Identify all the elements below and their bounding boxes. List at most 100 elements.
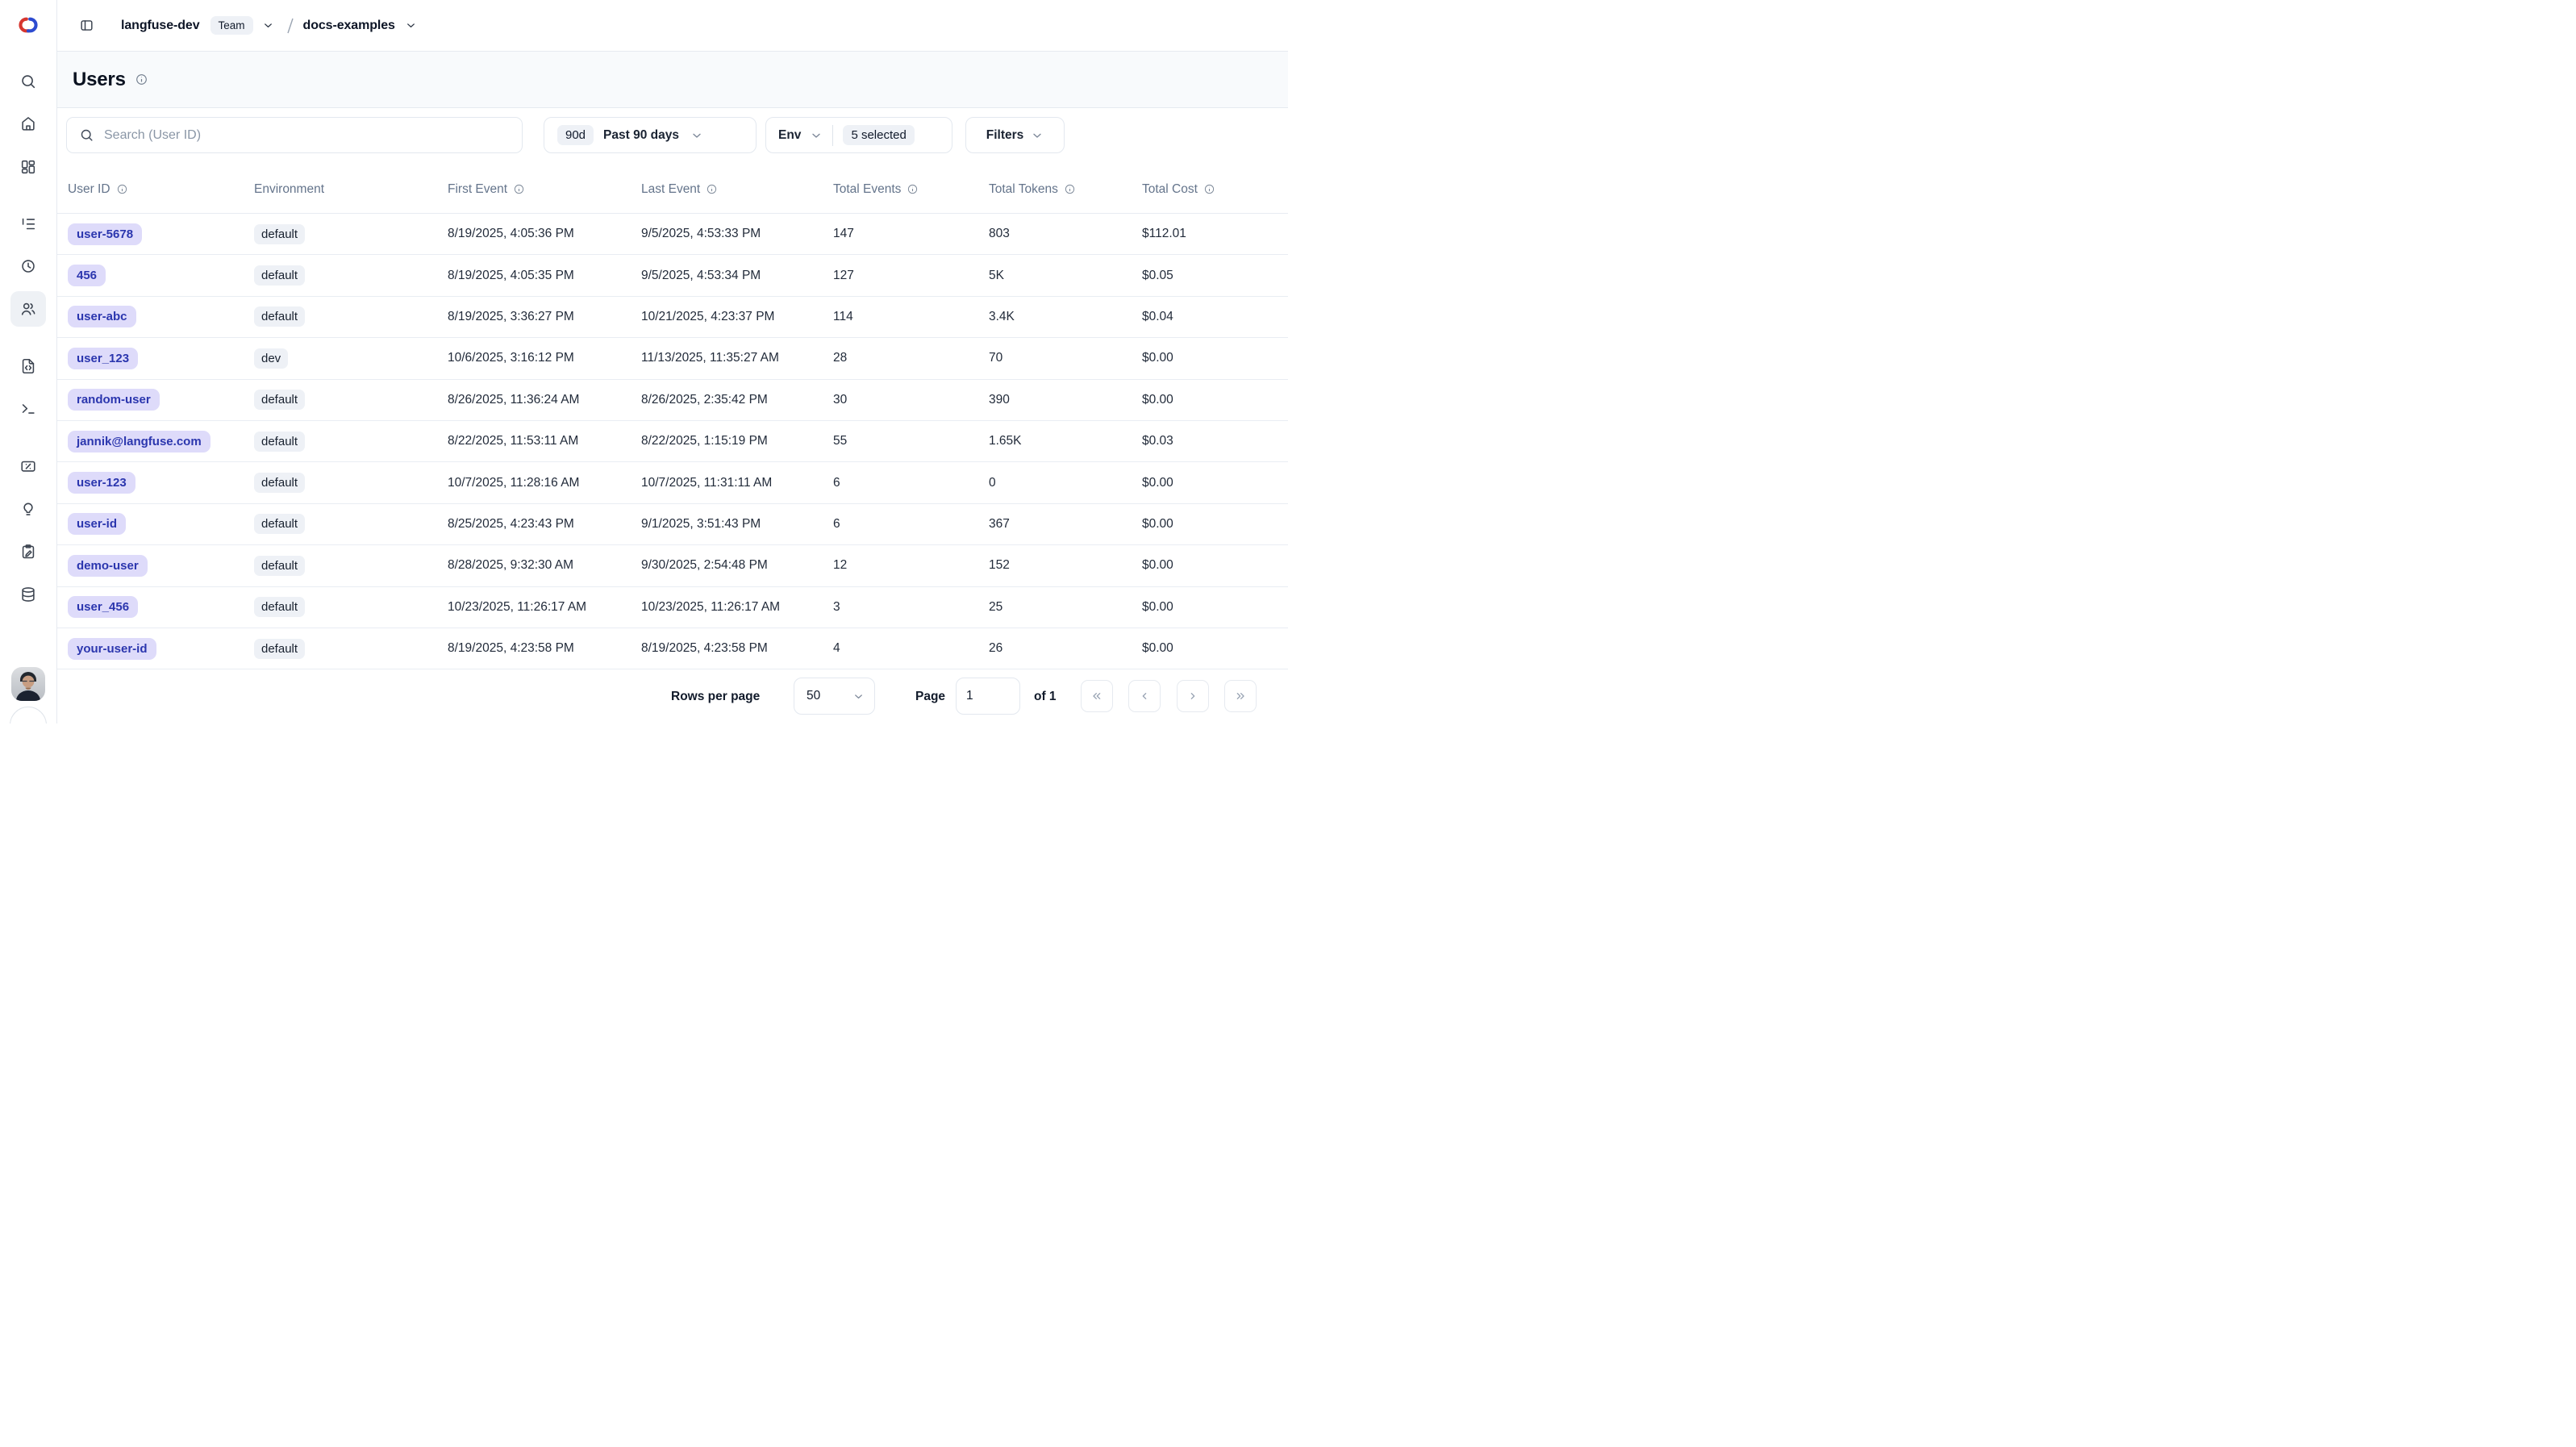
total-events-cell: 114 — [833, 309, 853, 323]
total-tokens-cell: 1.65K — [989, 434, 1022, 448]
double-chevron-left-icon — [1093, 693, 1101, 699]
env-label: Env — [778, 127, 802, 142]
table-row[interactable]: user-id default 8/25/2025, 4:23:43 PM 9/1/2… — [57, 504, 1288, 546]
user-id-badge[interactable]: your-user-id — [68, 637, 156, 660]
column-header-last-event[interactable]: Last Event — [641, 182, 833, 197]
first-page-button[interactable] — [1081, 680, 1113, 712]
next-page-button[interactable] — [1177, 680, 1209, 712]
user-avatar[interactable] — [11, 667, 45, 701]
sidebar-item-home[interactable] — [10, 106, 46, 141]
info-icon[interactable] — [907, 183, 919, 195]
previous-page-button[interactable] — [1128, 680, 1161, 712]
org-name[interactable]: langfuse-dev — [121, 18, 200, 32]
rows-per-page-value: 50 — [807, 689, 821, 703]
user-id-badge[interactable]: random-user — [68, 389, 160, 411]
column-header-label: User ID — [68, 181, 110, 196]
org-plan-badge: Team — [210, 16, 253, 35]
total-events-cell: 12 — [833, 558, 848, 573]
table-row[interactable]: 456 default 8/19/2025, 4:05:35 PM 9/5/2025,… — [57, 255, 1288, 297]
user-id-badge[interactable]: demo-user — [68, 554, 148, 577]
table-row[interactable]: demo-user default 8/28/2025, 9:32:30 AM 9/3… — [57, 545, 1288, 587]
sidebar-item-prompts-file-code[interactable] — [10, 348, 46, 384]
total-tokens-cell: 367 — [989, 516, 1010, 531]
sidebar-item-users[interactable] — [10, 291, 46, 327]
user-id-badge[interactable]: user-id — [68, 513, 127, 536]
page-label: Page — [915, 689, 946, 703]
total-events-cell: 4 — [833, 641, 840, 656]
last-page-button[interactable] — [1224, 680, 1257, 712]
user-id-badge[interactable]: user_123 — [68, 347, 139, 369]
table-body: user-5678 default 8/19/2025, 4:05:36 PM 9/5… — [57, 214, 1288, 670]
info-icon[interactable] — [1203, 183, 1215, 195]
last-event-cell: 9/30/2025, 2:54:48 PM — [641, 558, 768, 573]
column-header-user-id[interactable]: User ID — [68, 182, 254, 197]
table-row[interactable]: user_456 default 10/23/2025, 11:26:17 AM 10… — [57, 587, 1288, 628]
total-tokens-cell: 3.4K — [989, 309, 1015, 323]
project-name[interactable]: docs-examples — [302, 18, 395, 32]
table-row[interactable]: user-abc default 8/19/2025, 3:36:27 PM 10/2… — [57, 297, 1288, 339]
sidebar-item-datasets-database[interactable] — [10, 577, 46, 612]
table-header-row: User ID Environment First Event Last Event T… — [57, 165, 1288, 214]
sidebar-item-evaluation-card[interactable] — [10, 448, 46, 484]
sidebar-item-playground-terminal[interactable] — [10, 391, 46, 427]
column-header-label: Total Tokens — [989, 181, 1058, 196]
column-header-total-tokens[interactable]: Total Tokens — [989, 182, 1142, 197]
total-events-cell: 147 — [833, 227, 854, 241]
info-icon[interactable] — [116, 183, 128, 195]
total-tokens-cell: 25 — [989, 599, 1003, 614]
environment-badge: default — [254, 638, 306, 659]
sidebar-toggle-icon[interactable] — [73, 13, 99, 39]
last-event-cell: 9/5/2025, 4:53:33 PM — [641, 227, 761, 241]
user-id-badge[interactable]: user-123 — [68, 472, 135, 494]
dashboard-icon — [21, 160, 35, 174]
first-event-cell: 8/19/2025, 3:36:27 PM — [448, 309, 574, 323]
sidebar-item-tracing-tree[interactable] — [10, 206, 46, 242]
info-icon[interactable] — [513, 183, 525, 195]
table-row[interactable]: user_123 dev 10/6/2025, 3:16:12 PM 11/13/20… — [57, 338, 1288, 380]
total-cost-cell: $0.00 — [1142, 599, 1173, 614]
table-row[interactable]: jannik@langfuse.com default 8/22/2025, 11:… — [57, 421, 1288, 463]
table-row[interactable]: user-5678 default 8/19/2025, 4:05:36 PM 9/5… — [57, 214, 1288, 256]
total-events-cell: 30 — [833, 392, 848, 407]
environment-badge: default — [254, 473, 306, 494]
support-bubble[interactable] — [10, 707, 47, 724]
annotation-clipboard-icon — [22, 544, 35, 559]
user-id-badge[interactable]: user-abc — [68, 306, 136, 328]
sidebar-item-sessions-clock[interactable] — [10, 248, 46, 284]
column-header-total-cost[interactable]: Total Cost — [1142, 182, 1288, 197]
filters-button[interactable]: Filters — [965, 117, 1065, 153]
table-row[interactable]: random-user default 8/26/2025, 11:36:24 AM… — [57, 380, 1288, 421]
total-tokens-cell: 70 — [989, 351, 1003, 365]
project-switcher-chevron-icon[interactable] — [402, 17, 420, 35]
total-cost-cell: $0.00 — [1142, 351, 1173, 365]
tracing-tree-icon — [22, 218, 35, 230]
langfuse-logo-icon — [18, 15, 39, 35]
user-id-badge[interactable]: 456 — [68, 265, 106, 287]
page-number-input[interactable] — [956, 678, 1020, 715]
org-switcher-chevron-icon[interactable] — [260, 17, 277, 35]
date-range-button[interactable]: 90d Past 90 days — [544, 117, 757, 153]
user-id-badge[interactable]: user_456 — [68, 596, 139, 619]
column-header-first-event[interactable]: First Event — [448, 182, 641, 197]
env-filter-button[interactable]: Env 5 selected — [765, 117, 952, 153]
rows-per-page-select[interactable]: 50 — [794, 678, 875, 715]
info-icon[interactable] — [1064, 183, 1076, 195]
user-id-badge[interactable]: jannik@langfuse.com — [68, 430, 210, 452]
sidebar-item-lightbulb[interactable] — [10, 491, 46, 527]
sidebar-item-dashboard[interactable] — [10, 149, 46, 185]
search-icon — [81, 129, 93, 141]
table-row[interactable]: user-123 default 10/7/2025, 11:28:16 AM 10/… — [57, 462, 1288, 504]
sidebar-item-search[interactable] — [10, 64, 46, 99]
breadcrumb-slash — [286, 18, 294, 33]
total-cost-cell: $0.03 — [1142, 434, 1173, 448]
page-title-info-icon[interactable] — [135, 73, 148, 86]
column-header-total-events[interactable]: Total Events — [833, 182, 989, 197]
sidebar-item-annotation-clipboard[interactable] — [10, 534, 46, 569]
table-row[interactable]: your-user-id default 8/19/2025, 4:23:58 PM… — [57, 628, 1288, 670]
user-id-badge[interactable]: user-5678 — [68, 223, 143, 245]
first-event-cell: 8/28/2025, 9:32:30 AM — [448, 558, 573, 573]
search-input[interactable] — [104, 118, 522, 152]
info-icon[interactable] — [706, 183, 718, 195]
first-event-cell: 8/26/2025, 11:36:24 AM — [448, 392, 580, 407]
column-header-environment[interactable]: Environment — [254, 182, 448, 197]
